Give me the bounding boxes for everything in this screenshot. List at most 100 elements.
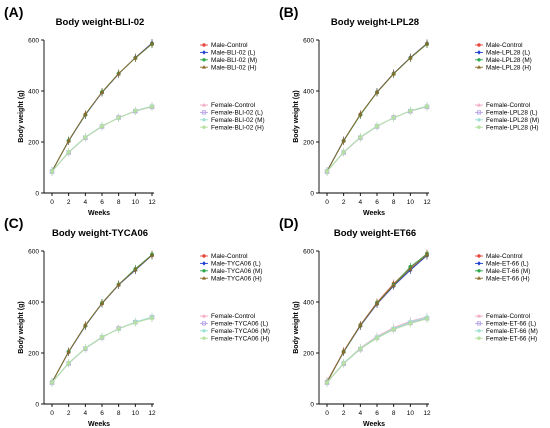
x-tick-label: 10 (132, 410, 140, 417)
data-point (358, 347, 363, 351)
series-5 (49, 313, 155, 387)
x-tick-label: 12 (423, 199, 431, 206)
x-tick-label: 0 (50, 410, 54, 417)
series-0 (325, 249, 429, 386)
legend-item: Male-BLI-02 (L) (200, 50, 255, 57)
legend-marker (202, 336, 206, 340)
legend-label: Male-LPL28 (H) (486, 64, 531, 71)
legend-marker (477, 313, 481, 318)
legend-label: Male-TYCA06 (M) (211, 268, 263, 275)
y-tick-label: 600 (28, 37, 39, 44)
series-6 (50, 102, 154, 176)
data-point (408, 266, 413, 271)
legend-marker (477, 254, 481, 258)
data-point (66, 349, 71, 354)
x-tick-label: 2 (67, 199, 71, 206)
x-tick-label: 6 (375, 199, 379, 206)
series-line (51, 317, 153, 383)
y-tick-label: 600 (28, 248, 39, 255)
data-point (408, 108, 413, 113)
series-4 (324, 102, 430, 176)
legend-item: Male-BLI-02 (H) (200, 64, 256, 71)
legend-item: Female-LPL28 (L) (475, 110, 538, 117)
legend-label: Female-Control (211, 102, 255, 109)
x-tick-label: 10 (132, 199, 140, 206)
data-point (116, 115, 121, 120)
legend-label: Female-LPL28 (L) (486, 110, 538, 117)
data-point (66, 138, 71, 143)
series-line (326, 316, 428, 383)
series-6 (50, 313, 154, 387)
legend-item: Male-ET-66 (L) (475, 261, 529, 268)
legend-marker (202, 43, 206, 47)
legend-item: Male-LPL28 (M) (475, 57, 532, 64)
series-line (51, 317, 153, 383)
data-point (83, 346, 88, 351)
series-7 (325, 314, 429, 387)
data-point (341, 349, 346, 354)
legend-item: Female-TYCA06 (L) (200, 321, 268, 328)
legend-marker (202, 65, 206, 69)
data-point (325, 169, 329, 174)
data-point (408, 321, 413, 326)
data-point (99, 89, 105, 94)
y-axis-label: Body weight (g) (293, 301, 300, 354)
legend-label: Female-BLI-02 (M) (211, 117, 265, 124)
legend-item: Male-LPL28 (L) (475, 50, 530, 57)
data-point (116, 71, 121, 76)
y-tick-label: 0 (310, 190, 314, 197)
x-tick-label: 0 (50, 199, 54, 206)
legend-label: Male-ET-66 (H) (486, 275, 530, 282)
y-tick-label: 200 (303, 350, 314, 357)
legend-item: Female-BLI-02 (L) (200, 110, 263, 117)
legend-marker (476, 110, 482, 115)
series-7 (325, 102, 429, 176)
legend-item: Male-TYCA06 (L) (200, 261, 261, 268)
x-tick-label: 10 (407, 410, 415, 417)
x-tick-label: 4 (359, 410, 363, 417)
legend-marker (202, 329, 206, 333)
series-1 (49, 39, 155, 176)
legend-label: Male-BLI-02 (L) (211, 50, 255, 57)
y-tick-label: 0 (310, 401, 314, 408)
series-line (51, 316, 153, 383)
x-tick-label: 4 (359, 199, 363, 206)
x-tick-label: 2 (342, 199, 346, 206)
data-point (391, 282, 396, 287)
legend-marker (201, 110, 207, 115)
x-tick-label: 10 (407, 199, 415, 206)
legend-item: Male-ET-66 (H) (475, 275, 530, 282)
legend-item: Male-Control (475, 42, 523, 49)
y-tick-label: 200 (28, 350, 39, 357)
series-line (51, 105, 153, 172)
legend-label: Male-Control (486, 42, 523, 49)
chart-title: Body weight-ET66 (334, 228, 416, 239)
x-axis-label: Weeks (88, 421, 110, 428)
legend-marker (202, 50, 206, 55)
legend-item: Female-ET-66 (H) (475, 335, 537, 342)
data-point (375, 124, 379, 129)
legend-label: Female-Control (211, 313, 255, 320)
y-tick-label: 200 (303, 139, 314, 146)
data-point (341, 361, 346, 366)
legend-marker (476, 321, 482, 326)
legend-marker (477, 336, 481, 340)
legend-marker (477, 269, 481, 273)
series-5 (324, 102, 430, 176)
legend-marker (477, 50, 481, 55)
legend-label: Male-BLI-02 (M) (211, 57, 257, 64)
series-5 (49, 102, 155, 176)
x-tick-label: 0 (325, 199, 329, 206)
legend-item: Male-TYCA06 (M) (200, 268, 263, 275)
y-tick-label: 600 (303, 37, 314, 44)
legend-marker (202, 58, 206, 62)
series-7 (50, 314, 154, 387)
legend-label: Female-TYCA06 (H) (211, 335, 269, 342)
legend-label: Male-LPL28 (L) (486, 50, 530, 57)
data-point (391, 327, 396, 332)
data-point (149, 41, 155, 46)
series-6 (325, 102, 429, 176)
data-point (374, 301, 380, 306)
legend-item: Male-Control (200, 42, 248, 49)
legend-marker (202, 313, 206, 318)
